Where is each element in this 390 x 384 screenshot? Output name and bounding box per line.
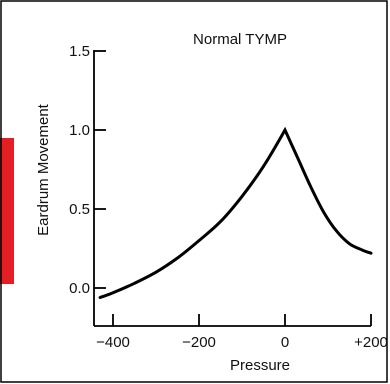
y-tick-label: 1.5: [69, 43, 90, 60]
y-axis: 0.0 0.5 1.0 1.5: [69, 43, 106, 326]
y-tick-label: 0.0: [69, 280, 90, 297]
series-layer: [98, 126, 373, 299]
x-axis: −400 −200 0 +200: [94, 314, 388, 351]
y-tick-label: 1.0: [69, 122, 90, 139]
series-line: [98, 126, 373, 299]
accent-bar: [0, 138, 14, 284]
y-tick-label: 0.5: [69, 201, 90, 218]
x-tick-label: −200: [182, 334, 216, 351]
x-tick-label: −400: [96, 334, 130, 351]
chart-title: Normal TYMP: [193, 31, 287, 48]
y-axis-label: Eardrum Movement: [35, 103, 52, 236]
x-axis-label: Pressure: [230, 357, 290, 374]
x-tick-label: +200: [354, 334, 388, 351]
x-tick-label: 0: [281, 334, 289, 351]
